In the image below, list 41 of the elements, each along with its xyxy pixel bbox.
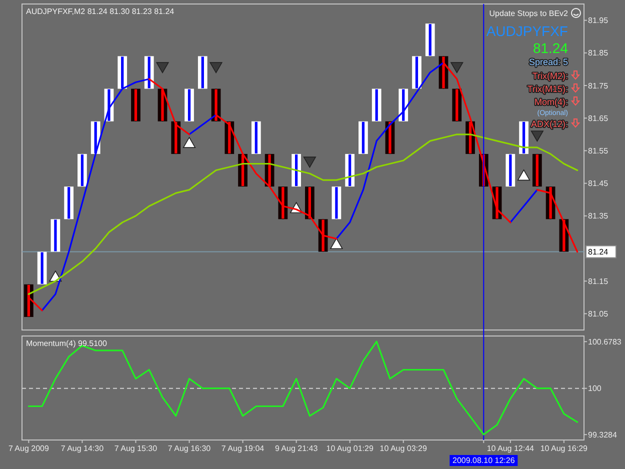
y-tick-label: 81.95 — [588, 16, 609, 26]
y-tick-label: 99.3284 — [588, 430, 618, 440]
y-tick-label: 81.15 — [588, 276, 609, 286]
point — [518, 170, 530, 181]
point — [156, 62, 169, 74]
annotation: ADX(12): — [530, 119, 568, 129]
y-tick-label: 81.45 — [588, 179, 609, 188]
point — [210, 62, 222, 74]
x-tick-label: 2009.08.10 12:26 — [452, 456, 516, 465]
annotation: Spread: 5 — [528, 57, 568, 67]
point — [530, 130, 544, 142]
annotation: Update Stops to BEv2 — [489, 9, 569, 18]
point — [450, 62, 464, 74]
y-tick-label: 81.85 — [588, 48, 609, 58]
annotation: 81.24 — [532, 40, 568, 56]
annotation: Mom(4): — [534, 97, 568, 107]
annotation: Trix(M15): — [527, 84, 568, 94]
x-tick-label: 10 Aug 12:44 — [486, 444, 535, 453]
y-tick-label: 81.05 — [588, 310, 609, 318]
point — [330, 238, 343, 250]
y-tick-label: 100.6783 — [588, 337, 622, 346]
annotation: AUDJPYFXF — [486, 23, 568, 39]
line-series — [28, 340, 578, 436]
chart-title: AUDJPYFXF,M2 81.24 81.30 81.23 81.24 — [26, 7, 175, 16]
x-tick-label: 7 Aug 19:04 — [221, 444, 265, 453]
y-tick-label: 81.35 — [588, 212, 609, 221]
x-tick-label: 7 Aug 14:30 — [60, 444, 104, 453]
x-tick-label: 7 Aug 2009 — [8, 444, 50, 453]
y-tick-label: 81.75 — [588, 81, 609, 90]
x-tick-label: 10 Aug 16:29 — [540, 444, 588, 453]
y-tick-label: 100 — [588, 384, 602, 394]
y-tick-label: 81.65 — [588, 114, 609, 123]
chart-title: Momentum(4) 99.5100 — [26, 339, 108, 348]
ref-line-label: 81.24 — [588, 248, 609, 257]
y-tick-label: 81.55 — [588, 146, 609, 156]
x-tick-label: 9 Aug 21:43 — [274, 444, 318, 453]
x-tick-label: 7 Aug 16:30 — [168, 444, 212, 453]
x-tick-label: 7 Aug 15:30 — [114, 444, 158, 453]
x-tick-label: 10 Aug 03:29 — [380, 444, 428, 453]
annotation: Trix(M2): — [532, 71, 568, 81]
x-tick-label: 10 Aug 01:29 — [326, 444, 374, 453]
